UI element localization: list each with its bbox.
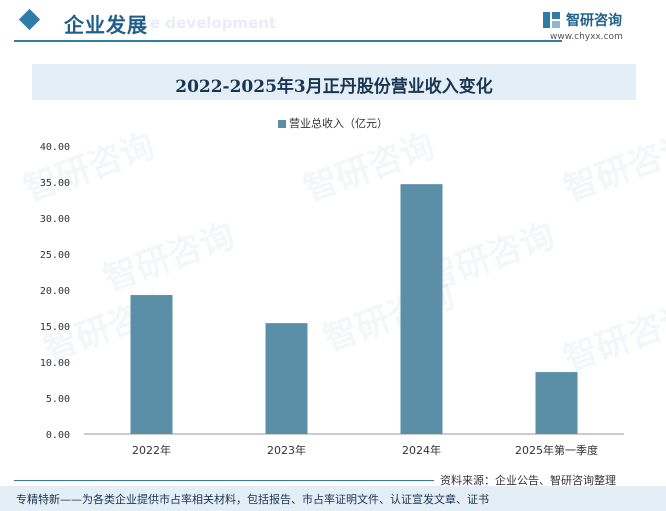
brand-name: 智研咨询 [566,13,622,29]
y-tick-label: 10.00 [40,358,70,369]
legend-label: 营业总收入（亿元） [289,117,388,130]
y-tick-label: 25.00 [40,250,70,261]
bar-chart: 0.00 5.00 10.00 15.00 20.00 25.00 30.00 35.00 40… [40,142,624,457]
bar-2 [400,184,443,434]
chart-legend: 营业总收入（亿元） [0,115,666,131]
x-tick-label: 2022年 [132,443,171,457]
footer-slogan: 专精特新——为各类企业提供市占率相关材料，包括报告、市占率证明文件、认证宣发文章… [0,486,666,511]
y-tick-label: 30.00 [40,214,70,225]
y-tick-label: 5.00 [46,394,70,405]
page-header: e development 企业发展 [0,0,666,44]
bar-3 [535,372,578,434]
section-title: 企业发展 [64,13,148,37]
chart-title: 2022-2025年3月正丹股份营业收入变化 [175,77,493,97]
y-tick-label: 20.00 [40,286,70,297]
brand-logo-icon [543,12,560,28]
chart-title-band: 2022-2025年3月正丹股份营业收入变化 [32,64,636,100]
bar-0 [130,295,173,434]
x-tick-label: 2024年 [402,443,441,457]
y-tick-label: 0.00 [46,430,70,441]
footer-rule [14,480,434,481]
brand: 智研咨询 www.chyxx.com [542,8,652,44]
legend-swatch [278,120,286,128]
x-tick-label: 2023年 [267,443,306,457]
bar-1 [265,323,308,434]
header-rule [14,40,562,42]
diamond-icon [18,8,41,31]
y-tick-label: 15.00 [40,322,70,333]
header-watermark: e development [150,14,277,32]
x-tick-label: 2025年第一季度 [515,443,598,457]
brand-url: www.chyxx.com [550,32,623,42]
y-tick-label: 35.00 [40,178,70,189]
y-tick-label: 40.00 [40,142,70,153]
source-note: 资料来源：企业公告、智研咨询整理 [440,474,616,487]
